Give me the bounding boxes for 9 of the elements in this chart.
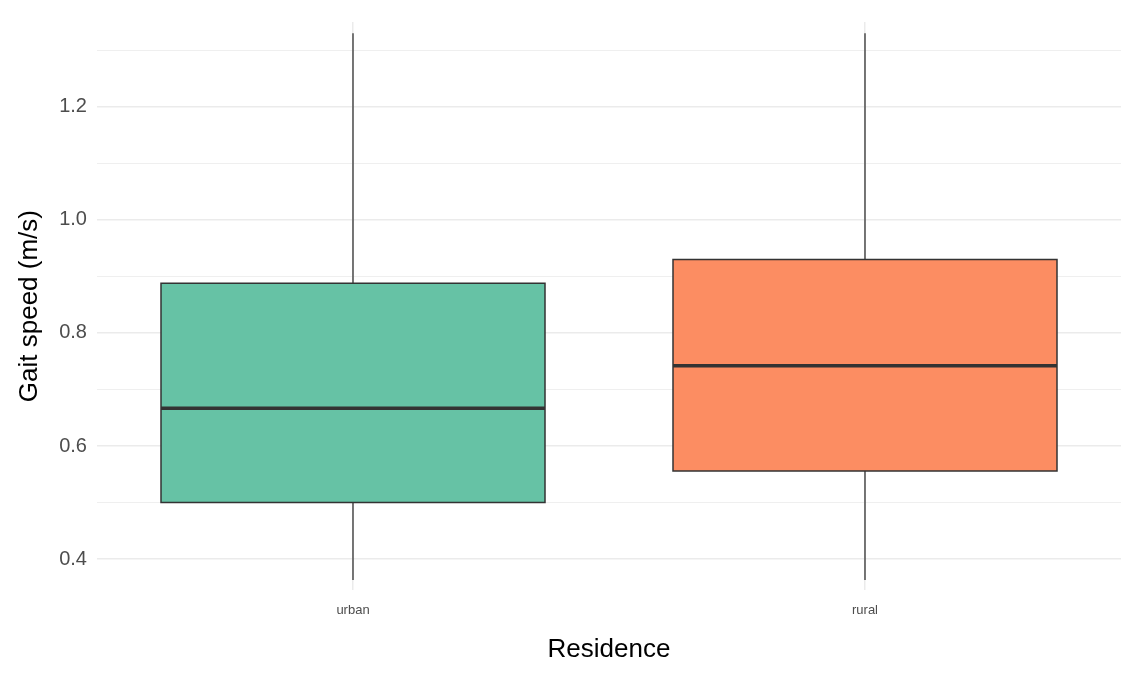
y-tick-label: 1.0 (59, 207, 87, 230)
y-tick-label: 1.2 (59, 94, 87, 117)
y-tick-label: 0.8 (59, 320, 87, 343)
y-tick-label: 0.6 (59, 433, 87, 456)
x-axis-title: Residence (547, 632, 671, 663)
y-tick-label: 0.4 (59, 546, 87, 569)
x-tick-label: urban (336, 601, 370, 617)
x-tick-label: rural (851, 601, 879, 617)
y-axis-title: Gait speed (m/s) (12, 210, 43, 403)
